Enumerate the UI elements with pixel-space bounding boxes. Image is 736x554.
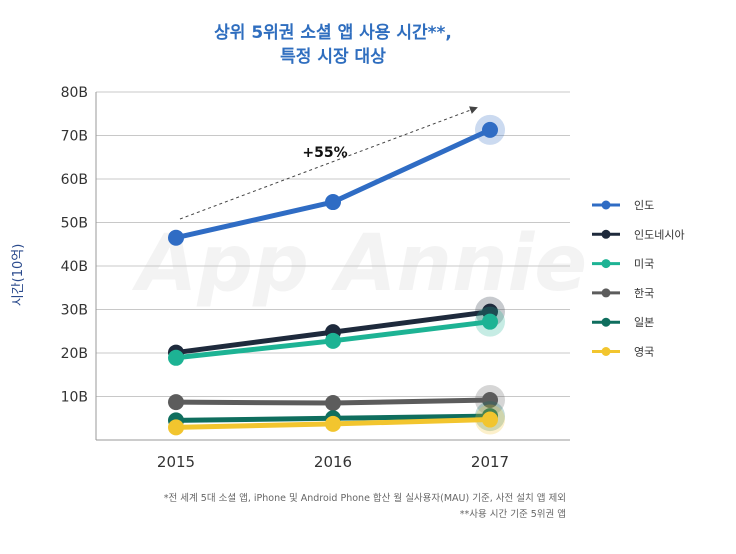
y-tick-30B: 30B xyxy=(61,303,88,319)
watermark: App Annie xyxy=(131,219,587,309)
series-3-point-0 xyxy=(168,394,184,411)
series-3-point-2 xyxy=(482,391,498,408)
chart-title-line-1: 상위 5위권 소셜 앱 사용 시간**, xyxy=(214,22,452,43)
y-tick-80B: 80B xyxy=(61,85,88,101)
y-axis-label: 시간(10억) xyxy=(11,244,26,307)
footnote-1: *전 세계 5대 소셜 앱, iPhone 및 Android Phone 합산… xyxy=(164,492,566,504)
series-2 xyxy=(168,306,505,366)
legend-item-4: 일본 xyxy=(592,315,654,329)
legend-item-0: 인도 xyxy=(592,199,654,212)
legend-swatch-dot-4 xyxy=(601,317,611,327)
legend-label-0: 인도 xyxy=(634,199,654,212)
legend-label-5: 영국 xyxy=(634,346,654,359)
legend-swatch-dot-5 xyxy=(601,347,611,356)
series-group xyxy=(168,114,505,436)
growth-annotation: +55% xyxy=(302,145,347,161)
legend-swatch-dot-2 xyxy=(601,259,611,269)
legend-item-2: 미국 xyxy=(592,258,654,271)
series-0-point-2 xyxy=(482,121,498,138)
legend-label-1: 인도네시아 xyxy=(634,228,685,241)
legend-swatch-dot-0 xyxy=(601,200,611,210)
series-5-point-0 xyxy=(168,419,184,436)
y-tick-60B: 60B xyxy=(61,172,88,188)
x-tick-2015: 2015 xyxy=(157,453,195,471)
series-2-point-0 xyxy=(168,349,184,366)
legend-swatch-dot-1 xyxy=(601,229,611,239)
series-3 xyxy=(168,384,505,415)
x-tick-2016: 2016 xyxy=(314,453,352,471)
series-0 xyxy=(168,114,505,246)
chart-title-line-2: 특정 시장 대상 xyxy=(280,47,386,67)
series-0-point-0 xyxy=(168,229,184,246)
growth-arrow xyxy=(179,106,478,220)
series-5-point-1 xyxy=(325,415,341,432)
legend-item-1: 인도네시아 xyxy=(592,228,685,241)
y-tick-50B: 50B xyxy=(61,216,88,232)
legend-label-4: 일본 xyxy=(634,315,654,329)
legend-item-3: 한국 xyxy=(592,287,654,300)
legend-swatch-dot-3 xyxy=(601,288,611,298)
y-tick-20B: 20B xyxy=(61,346,88,362)
legend-label-2: 미국 xyxy=(634,258,654,271)
y-tick-labels: 10B 20B 30B 40B 50B 60B 70B 80B xyxy=(61,85,88,406)
footnote-2: **사용 시간 기준 5위권 앱 xyxy=(460,508,566,520)
x-tick-2017: 2017 xyxy=(471,453,509,471)
series-2-point-2 xyxy=(482,313,498,330)
y-tick-40B: 40B xyxy=(61,259,88,275)
series-3-point-1 xyxy=(325,395,341,412)
series-2-point-1 xyxy=(325,332,341,349)
y-tick-10B: 10B xyxy=(61,390,88,406)
x-tick-labels: 2015 2016 2017 xyxy=(157,453,509,471)
legend-label-3: 한국 xyxy=(634,287,654,300)
series-5 xyxy=(168,404,505,436)
series-5-point-2 xyxy=(482,411,498,428)
series-0-point-1 xyxy=(325,194,341,211)
legend-item-5: 영국 xyxy=(592,346,654,359)
y-tick-70B: 70B xyxy=(61,129,88,145)
